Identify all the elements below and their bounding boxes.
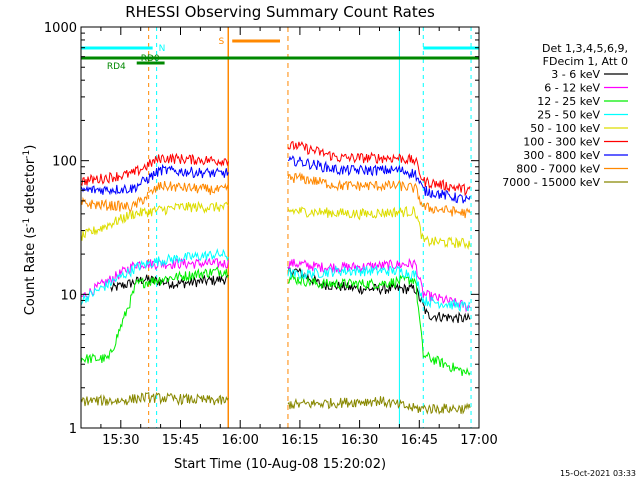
legend-entry-label: 3 - 6 keV — [551, 68, 600, 81]
y-axis-label-sup: -1 — [22, 150, 32, 159]
x-axis-label: Start Time (10-Aug-08 15:20:02) — [174, 457, 386, 472]
series-line-0 — [110, 266, 471, 324]
x-tick-label: 16:30 — [341, 433, 378, 448]
series-group — [81, 27, 479, 428]
footer-timestamp: 15-Oct-2021 03:33 — [560, 469, 636, 478]
legend-entry-label: 300 - 800 keV — [523, 149, 600, 162]
legend: Det 1,3,4,5,6,9,FDecim 1, Att 03 - 6 keV… — [502, 42, 628, 189]
legend-entry-label: 100 - 300 keV — [523, 136, 600, 149]
series-line-7 — [81, 171, 471, 219]
x-tick-label: 16:45 — [401, 433, 438, 448]
legend-entry-label: 25 - 50 keV — [537, 109, 600, 122]
legend-header: FDecim 1, Att 0 — [543, 55, 628, 68]
series-line-4 — [81, 200, 471, 250]
flag-label: S — [219, 37, 225, 47]
series-line-5 — [81, 140, 471, 197]
y-axis-label-part: ) — [23, 145, 38, 150]
plot-frame — [80, 26, 480, 429]
y-axis-label: Count Rate (s-1 detector-1) — [22, 145, 38, 316]
y-tick-label: 10 — [60, 288, 77, 303]
y-axis-label-part: Count Rate (s — [23, 227, 38, 316]
x-tick-label: 15:45 — [162, 433, 199, 448]
x-tick-label: 16:00 — [221, 433, 258, 448]
series-line-3 — [81, 248, 471, 313]
y-tick-label: 1 — [69, 422, 77, 437]
legend-entry-label: 6 - 12 keV — [544, 82, 600, 95]
legend-entry-label: 12 - 25 keV — [537, 95, 600, 108]
flag-label: RD0 — [141, 54, 160, 64]
flag-label: RD4 — [107, 62, 126, 72]
axes: 15:30 15:45 16:00 16:15 16:30 16:45 17:00 1 10 10… — [44, 21, 498, 448]
x-tick-label: 16:15 — [281, 433, 318, 448]
flag-label: N — [159, 44, 166, 54]
y-tick-label: 1000 — [44, 21, 77, 36]
series-line-8 — [81, 391, 471, 415]
y-axis-label-sup: -1 — [22, 218, 32, 227]
legend-entry-label: 7000 - 15000 keV — [502, 176, 600, 189]
chart-title: RHESSI Observing Summary Count Rates — [125, 3, 435, 21]
y-tick-label: 100 — [52, 155, 77, 170]
y-axis-label-part: detector — [23, 158, 38, 218]
legend-header: Det 1,3,4,5,6,9, — [542, 42, 628, 55]
x-tick-label: 15:30 — [102, 433, 139, 448]
legend-entry-label: 800 - 7000 keV — [516, 163, 600, 176]
series-line-2 — [81, 266, 471, 376]
series-line-6 — [81, 155, 471, 204]
legend-entry-label: 50 - 100 keV — [530, 122, 600, 135]
x-tick-label: 17:00 — [460, 433, 497, 448]
